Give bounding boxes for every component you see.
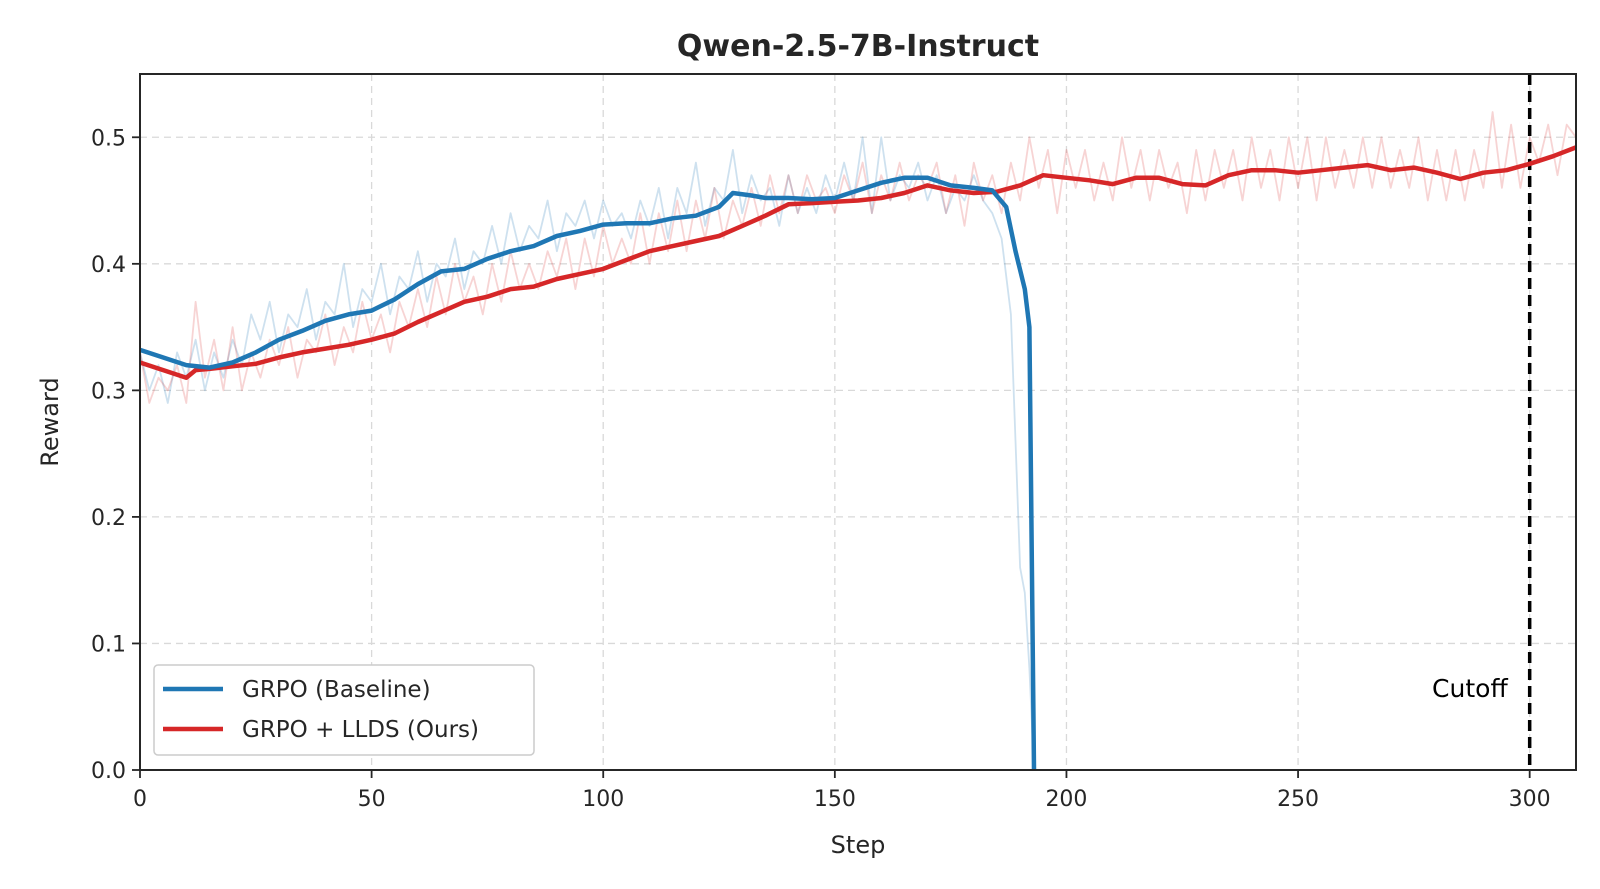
y-axis-label: Reward <box>36 377 64 466</box>
raw-line-ours <box>139 111 1577 404</box>
smoothed-line-ours <box>139 145 1577 380</box>
y-tick-label: 0.2 <box>91 506 126 531</box>
y-tick-label: 0.5 <box>91 126 126 151</box>
x-tick-label: 100 <box>582 787 624 812</box>
x-tick-label: 150 <box>814 787 856 812</box>
legend: GRPO (Baseline) GRPO + LLDS (Ours) <box>153 664 535 756</box>
chart-title: Qwen-2.5-7B-Instruct <box>677 29 1039 64</box>
x-tick-label: 0 <box>133 787 147 812</box>
smoothed-line-baseline <box>139 175 1037 771</box>
x-tick-label: 50 <box>358 787 386 812</box>
legend-label-baseline: GRPO (Baseline) <box>242 677 431 703</box>
cutoff-annotation: Cutoff <box>1432 674 1508 703</box>
legend-box <box>153 664 535 756</box>
y-tick-label: 0.0 <box>91 759 126 784</box>
raw-series-lines <box>139 111 1577 771</box>
x-tick-label: 300 <box>1509 787 1551 812</box>
x-tick-label: 250 <box>1277 787 1319 812</box>
x-tick-label: 200 <box>1045 787 1087 812</box>
legend-label-ours: GRPO + LLDS (Ours) <box>242 717 479 743</box>
raw-line-baseline <box>139 136 1035 771</box>
plot-frame <box>139 73 1577 771</box>
y-tick-label: 0.1 <box>91 632 126 657</box>
x-axis-label: Step <box>831 831 886 859</box>
smoothed-series-lines <box>139 145 1577 771</box>
y-tick-label: 0.3 <box>91 379 126 404</box>
axis-ticks: 0 50 100 150 200 250 300 0.0 0.1 0.2 0.3 0.4 0.5 <box>91 126 1551 812</box>
y-tick-label: 0.4 <box>91 253 126 278</box>
